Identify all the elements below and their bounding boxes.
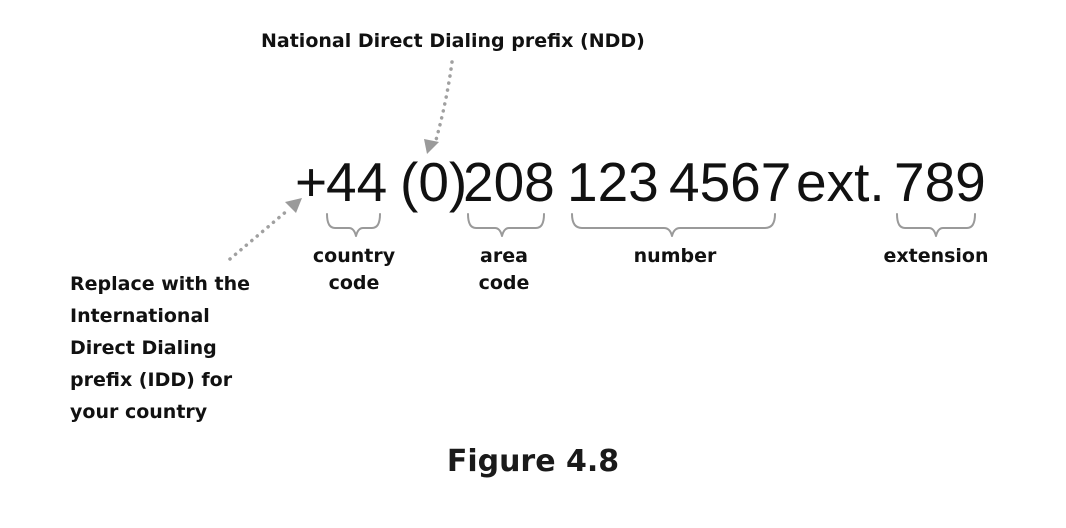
country-code-label-line: code [328, 272, 380, 294]
idd-label-line: your country [70, 401, 208, 423]
area-code-label: area code [454, 243, 554, 297]
area-code-brace [467, 213, 545, 237]
extension-brace [896, 213, 976, 237]
plus-sign: + [295, 151, 328, 213]
figure-caption: Figure 4.8 [446, 444, 620, 479]
idd-arrowhead [285, 198, 302, 213]
country-code-brace [326, 213, 381, 237]
idd-label-line: International [70, 305, 210, 327]
idd-label-line: Direct Dialing [70, 337, 217, 359]
area-code-label-line: area [480, 245, 528, 267]
number-label: number [633, 245, 717, 267]
ndd-arrowhead [424, 139, 439, 154]
country-code-digits: 44 [326, 151, 388, 213]
country-code-label: country code [304, 243, 404, 297]
number-digits-part2: 4567 [669, 151, 792, 213]
idd-dotted-line [228, 208, 290, 261]
ext-prefix: ext. [796, 151, 885, 213]
ndd-label: National Direct Dialing prefix (NDD) [261, 30, 645, 52]
number-digits-part1: 123 [567, 151, 659, 213]
extension-digits: 789 [894, 151, 986, 213]
idd-label-line: prefix (IDD) for [70, 369, 233, 391]
number-brace [571, 213, 776, 237]
ndd-dotted-line [434, 60, 454, 142]
area-code-digits: 208 [463, 151, 555, 213]
idd-label: Replace with the International Direct Di… [70, 268, 250, 428]
area-code-label-line: code [478, 272, 530, 294]
ndd-digits: (0) [400, 151, 468, 213]
country-code-label-line: country [312, 245, 396, 267]
extension-label: extension [883, 245, 989, 267]
idd-label-line: Replace with the [70, 273, 250, 295]
